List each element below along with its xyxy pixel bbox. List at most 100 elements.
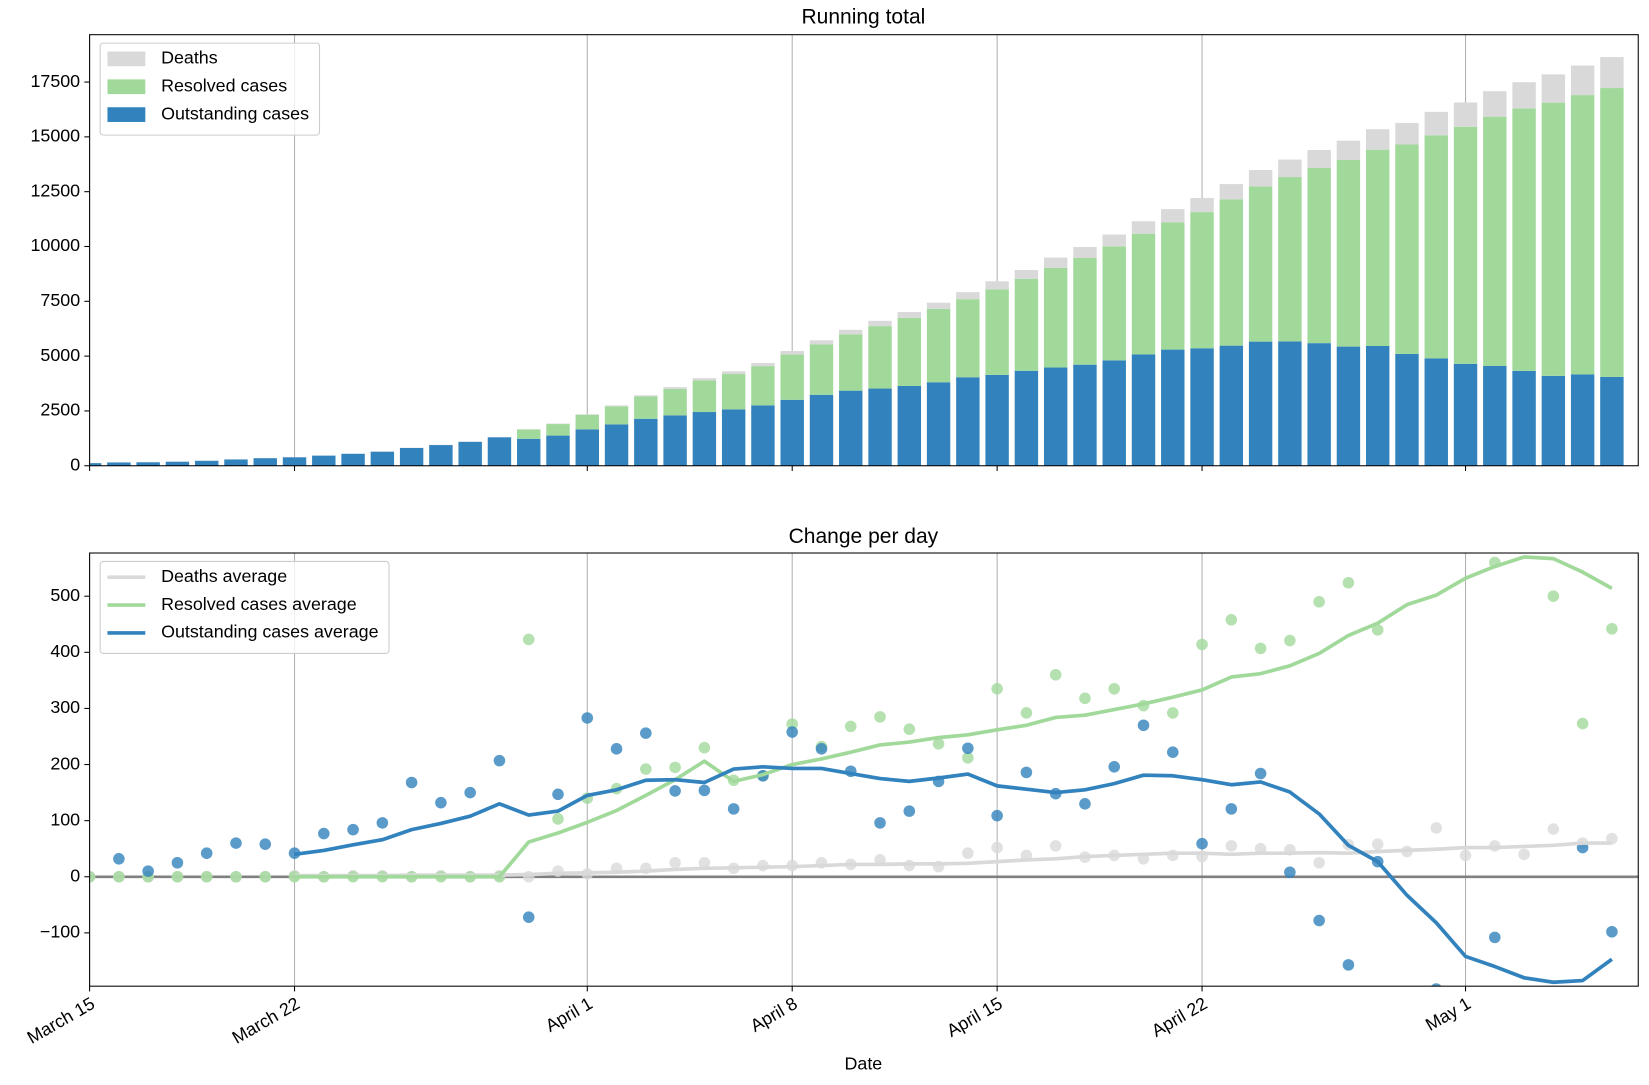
bar <box>1014 278 1039 371</box>
bar <box>809 340 834 345</box>
bar <box>868 388 892 466</box>
bar <box>604 406 629 425</box>
point <box>1079 692 1091 705</box>
bar <box>1541 375 1566 466</box>
bar <box>1102 246 1126 361</box>
y-tick-label: 400 <box>50 641 80 661</box>
point <box>552 788 564 801</box>
bar <box>89 463 102 466</box>
bar <box>1512 108 1536 371</box>
bar <box>1248 170 1273 187</box>
bar <box>1043 257 1068 268</box>
point <box>903 723 916 735</box>
bar <box>1453 126 1478 364</box>
point <box>1284 634 1296 647</box>
bar <box>604 405 629 407</box>
bar <box>1512 370 1536 466</box>
bar <box>1073 247 1097 258</box>
point <box>991 841 1003 854</box>
point <box>113 870 125 883</box>
bar <box>809 344 834 395</box>
point <box>142 865 154 877</box>
point <box>1518 848 1530 861</box>
point <box>1196 837 1208 850</box>
bar <box>1073 364 1097 466</box>
point <box>405 776 418 789</box>
point <box>1254 642 1267 655</box>
point <box>640 763 652 775</box>
bar <box>546 423 570 425</box>
y-tick-label: 2500 <box>40 400 80 420</box>
bar <box>751 363 775 367</box>
legend-swatch <box>107 79 146 95</box>
point <box>1371 838 1384 850</box>
bar <box>897 317 922 386</box>
y-tick-label: 100 <box>50 809 80 829</box>
chart-title: Running total <box>801 5 925 28</box>
bar <box>1131 233 1156 355</box>
bar <box>517 429 541 439</box>
point <box>1547 823 1560 835</box>
bar <box>1512 82 1536 109</box>
bar <box>1219 345 1244 466</box>
bar <box>1307 343 1331 466</box>
bar <box>1278 341 1302 466</box>
point <box>1166 746 1179 758</box>
point <box>1196 638 1208 651</box>
axes-frame <box>89 34 1639 467</box>
point <box>991 683 1003 695</box>
bar <box>692 412 717 466</box>
point <box>1020 766 1033 779</box>
bar <box>1395 122 1419 145</box>
bar <box>780 399 804 466</box>
y-tick-label: −100 <box>40 922 80 942</box>
bar <box>1541 74 1566 103</box>
point <box>1079 798 1091 810</box>
point <box>727 803 740 815</box>
bar <box>1073 257 1097 365</box>
point <box>1606 622 1618 635</box>
point <box>1108 761 1121 773</box>
point <box>1576 717 1589 730</box>
bar <box>1395 353 1419 466</box>
bar <box>1043 367 1068 466</box>
bar <box>575 414 599 415</box>
bar <box>692 380 717 413</box>
bar <box>604 424 629 466</box>
bar <box>253 458 277 466</box>
bar <box>1014 269 1039 279</box>
bar <box>751 405 775 466</box>
line <box>294 555 1613 879</box>
point <box>786 726 798 738</box>
bar <box>926 308 951 383</box>
bar <box>634 396 658 419</box>
point <box>1342 959 1355 971</box>
bar <box>634 395 658 397</box>
point <box>435 796 447 809</box>
bar <box>780 350 804 355</box>
legend-label: Outstanding cases <box>161 103 309 123</box>
plot-area <box>89 553 1639 987</box>
bar <box>839 334 863 391</box>
point <box>932 738 945 750</box>
bar <box>1336 159 1361 347</box>
bar <box>985 281 1009 290</box>
point <box>1430 822 1443 834</box>
bar <box>985 374 1009 466</box>
bar <box>1014 370 1039 466</box>
point <box>815 743 828 755</box>
x-axis-label: Date <box>845 1054 883 1074</box>
bar <box>1483 116 1507 366</box>
bar <box>868 320 892 327</box>
bar <box>575 429 599 466</box>
point <box>874 711 886 723</box>
bar <box>897 385 922 466</box>
point <box>522 911 535 923</box>
y-tick-label: 12500 <box>30 180 80 200</box>
point <box>259 870 272 883</box>
bar <box>429 445 453 466</box>
y-tick-label: 0 <box>70 865 80 885</box>
point <box>1108 683 1121 695</box>
bar <box>1190 197 1214 213</box>
